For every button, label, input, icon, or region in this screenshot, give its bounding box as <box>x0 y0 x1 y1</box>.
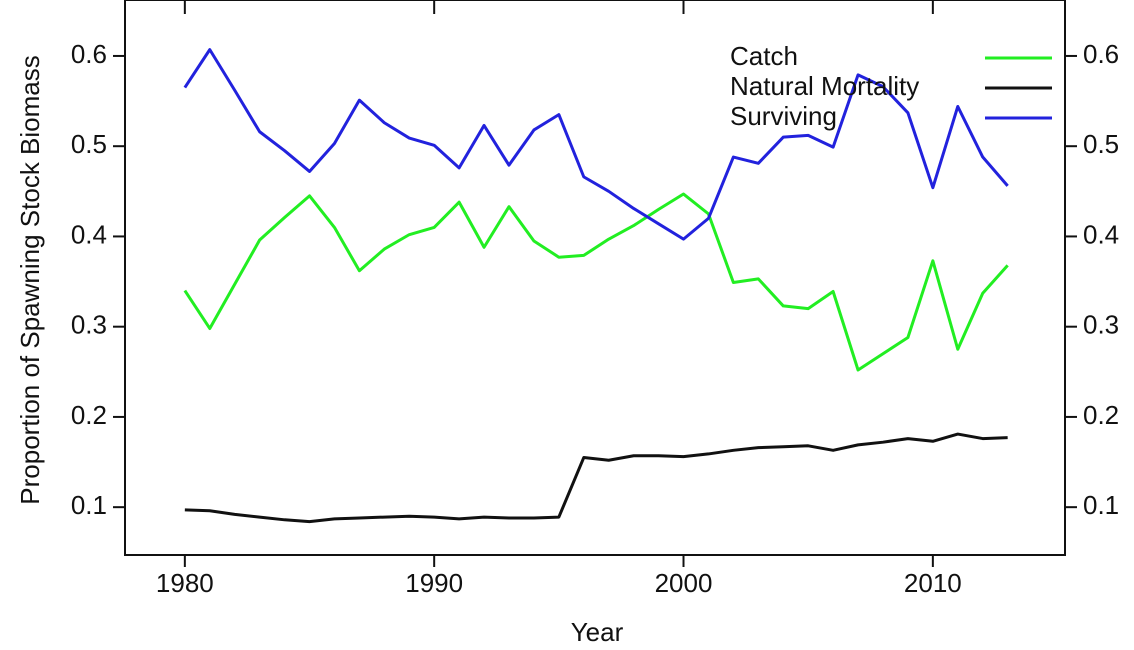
series-line <box>183 48 1009 241</box>
y-tick-label-right: 0.1 <box>1083 490 1119 520</box>
series-line <box>184 432 1008 524</box>
y-axis-label: Proportion of Spawning Stock Biomass <box>15 55 45 504</box>
y-tick-label-right: 0.4 <box>1083 219 1119 249</box>
y-tick-label: 0.5 <box>71 129 107 159</box>
y-tick-label: 0.2 <box>71 400 107 430</box>
x-tick-label: 2010 <box>904 568 962 598</box>
y-tick-label: 0.1 <box>71 490 107 520</box>
y-tick-label: 0.4 <box>71 219 107 249</box>
y-tick-label: 0.6 <box>71 39 107 69</box>
plot-frame <box>124 0 1066 556</box>
series-line <box>183 192 1009 372</box>
legend-label: Surviving <box>730 101 837 131</box>
y-tick-label-right: 0.2 <box>1083 400 1119 430</box>
x-axis-label: Year <box>571 617 624 647</box>
legend-label: Natural Mortality <box>730 71 919 101</box>
y-tick-label: 0.3 <box>71 310 107 340</box>
legend-label: Catch <box>730 41 798 71</box>
y-tick-label-right: 0.3 <box>1083 310 1119 340</box>
x-tick-label: 1980 <box>156 568 214 598</box>
x-tick-label: 1990 <box>405 568 463 598</box>
y-tick-label-right: 0.5 <box>1083 129 1119 159</box>
x-tick-label: 2000 <box>655 568 713 598</box>
y-tick-label-right: 0.6 <box>1083 39 1119 69</box>
